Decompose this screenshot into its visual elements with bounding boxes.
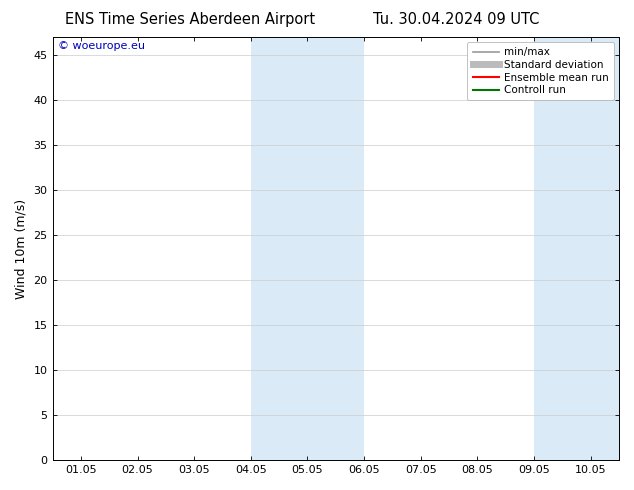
Text: Tu. 30.04.2024 09 UTC: Tu. 30.04.2024 09 UTC <box>373 12 540 27</box>
Bar <box>251 37 364 460</box>
Bar <box>534 37 619 460</box>
Text: © woeurope.eu: © woeurope.eu <box>58 41 145 51</box>
Text: ENS Time Series Aberdeen Airport: ENS Time Series Aberdeen Airport <box>65 12 315 27</box>
Y-axis label: Wind 10m (m/s): Wind 10m (m/s) <box>15 198 28 299</box>
Legend: min/max, Standard deviation, Ensemble mean run, Controll run: min/max, Standard deviation, Ensemble me… <box>467 42 614 100</box>
